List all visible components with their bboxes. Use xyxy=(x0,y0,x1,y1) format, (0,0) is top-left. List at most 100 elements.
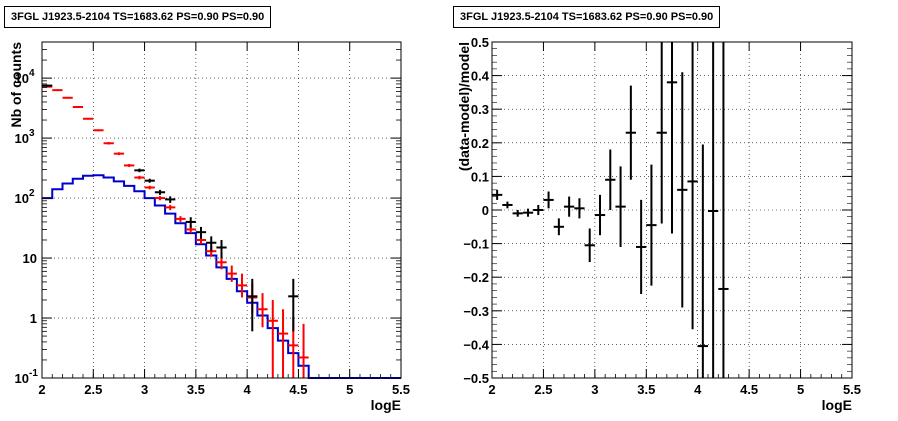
y-tick-exponent: 2 xyxy=(29,188,35,199)
model-counts-point xyxy=(236,273,248,298)
model-counts-point xyxy=(175,216,186,222)
residual-point xyxy=(502,201,513,209)
model-counts-point xyxy=(124,163,135,167)
x-axis-title: logE xyxy=(371,397,401,413)
model-counts-point xyxy=(267,299,278,378)
model-counts-point xyxy=(226,265,237,282)
x-tick-label: 3 xyxy=(141,382,148,397)
model-counts-point xyxy=(298,323,309,378)
x-tick-label: 2.5 xyxy=(84,382,102,397)
y-tick-label: 10 xyxy=(23,251,37,266)
residual-point xyxy=(492,189,503,200)
residual-point xyxy=(656,42,667,224)
residual-point xyxy=(533,204,544,216)
y-tick-label: 0.3 xyxy=(471,102,489,117)
y-axis-title: Nb of counts xyxy=(8,42,24,128)
data-counts-point xyxy=(165,196,176,203)
data-counts-point xyxy=(288,278,299,332)
residual-point xyxy=(625,85,636,180)
residual-point xyxy=(677,72,688,308)
residual-point xyxy=(584,228,595,263)
y-tick-label: 10 xyxy=(15,131,29,146)
residual-point xyxy=(522,208,534,217)
model-counts-point xyxy=(144,185,155,190)
y-tick-label: −0.4 xyxy=(463,337,489,352)
x-tick-label: 4.5 xyxy=(740,382,758,397)
model-counts-point xyxy=(165,204,176,211)
x-tick-label: 5 xyxy=(346,382,353,397)
y-tick-exponent: 4 xyxy=(29,68,35,79)
residual-point xyxy=(564,196,575,217)
data-counts-point xyxy=(154,189,166,195)
y-tick-label: −0.2 xyxy=(463,270,489,285)
y-tick-label: −0.3 xyxy=(463,304,489,319)
data-counts-point xyxy=(247,278,258,332)
model-counts-point xyxy=(93,129,104,132)
y-tick-label: 1 xyxy=(30,311,37,326)
y-axis-title: (data-model)/model xyxy=(456,42,472,171)
residual-point xyxy=(687,42,698,330)
x-axis-title: logE xyxy=(822,397,852,413)
y-tick-exponent: 3 xyxy=(29,128,35,139)
x-tick-label: 2 xyxy=(38,382,45,397)
left-plot-title: 3FGL J1923.5-2104 TS=1683.62 PS=0.90 PS=… xyxy=(4,6,272,28)
x-tick-label: 3.5 xyxy=(187,382,205,397)
model-counts-step-line xyxy=(42,174,401,379)
x-tick-label: 5.5 xyxy=(843,382,861,397)
residual-point xyxy=(636,199,647,294)
model-counts-point xyxy=(103,142,114,145)
y-tick-label: 0 xyxy=(482,203,489,218)
model-counts-point xyxy=(113,152,125,156)
data-counts-point xyxy=(185,217,196,228)
y-tick-label: 0.1 xyxy=(471,169,489,184)
residual-point xyxy=(512,210,523,217)
residual-point xyxy=(697,144,708,378)
data-counts-point xyxy=(216,239,227,259)
model-counts-point xyxy=(52,89,63,92)
y-tick-label: −0.5 xyxy=(463,371,489,386)
residual-point xyxy=(708,42,719,378)
model-counts-point xyxy=(277,309,289,378)
residual-point xyxy=(574,198,585,219)
left-plot-frame xyxy=(41,41,402,379)
x-tick-label: 4 xyxy=(694,382,702,397)
residual-point xyxy=(594,194,606,236)
data-counts-point xyxy=(42,84,53,87)
x-tick-label: 5.5 xyxy=(392,382,410,397)
residual-point xyxy=(646,164,657,286)
residuals-panel: 2 2.5 3 3.5 4 4.5 5 5.5 −0.5 −0.4 −0.3 −0.2 −0.1 0 0.1… xyxy=(456,35,861,413)
y-tick-label: 0.4 xyxy=(471,69,490,84)
residual-point xyxy=(666,42,678,234)
y-tick-label: 10 xyxy=(15,191,29,206)
x-tick-label: 2 xyxy=(488,382,495,397)
model-counts-point xyxy=(154,196,166,201)
y-tick-label: 0.5 xyxy=(471,35,489,50)
residual-point xyxy=(605,149,616,210)
model-counts-point xyxy=(257,293,268,328)
right-plot-title: 3FGL J1923.5-2104 TS=1683.62 PS=0.90 PS=… xyxy=(453,6,721,28)
y-tick-label: −0.1 xyxy=(463,237,489,252)
residual-point xyxy=(615,166,626,247)
model-counts-point xyxy=(62,96,73,99)
y-tick-label: 0.2 xyxy=(471,136,489,151)
x-tick-label: 4 xyxy=(244,382,252,397)
model-counts-point xyxy=(134,175,145,180)
y-tick-label: 10 xyxy=(15,371,29,386)
data-counts-point xyxy=(195,226,207,239)
x-tick-label: 5 xyxy=(797,382,804,397)
model-counts-point xyxy=(83,117,94,120)
model-counts-point xyxy=(72,105,84,108)
residual-point xyxy=(718,42,729,378)
data-counts-point xyxy=(144,178,155,183)
y-tick-label: 10 xyxy=(15,71,29,86)
y-tick-exponent: -1 xyxy=(29,368,38,379)
x-tick-label: 4.5 xyxy=(289,382,307,397)
x-tick-label: 3.5 xyxy=(637,382,655,397)
data-counts-point xyxy=(134,168,145,173)
residual-point xyxy=(543,191,554,209)
data-counts-point xyxy=(206,236,217,252)
x-tick-label: 3 xyxy=(591,382,598,397)
x-tick-label: 2.5 xyxy=(534,382,552,397)
